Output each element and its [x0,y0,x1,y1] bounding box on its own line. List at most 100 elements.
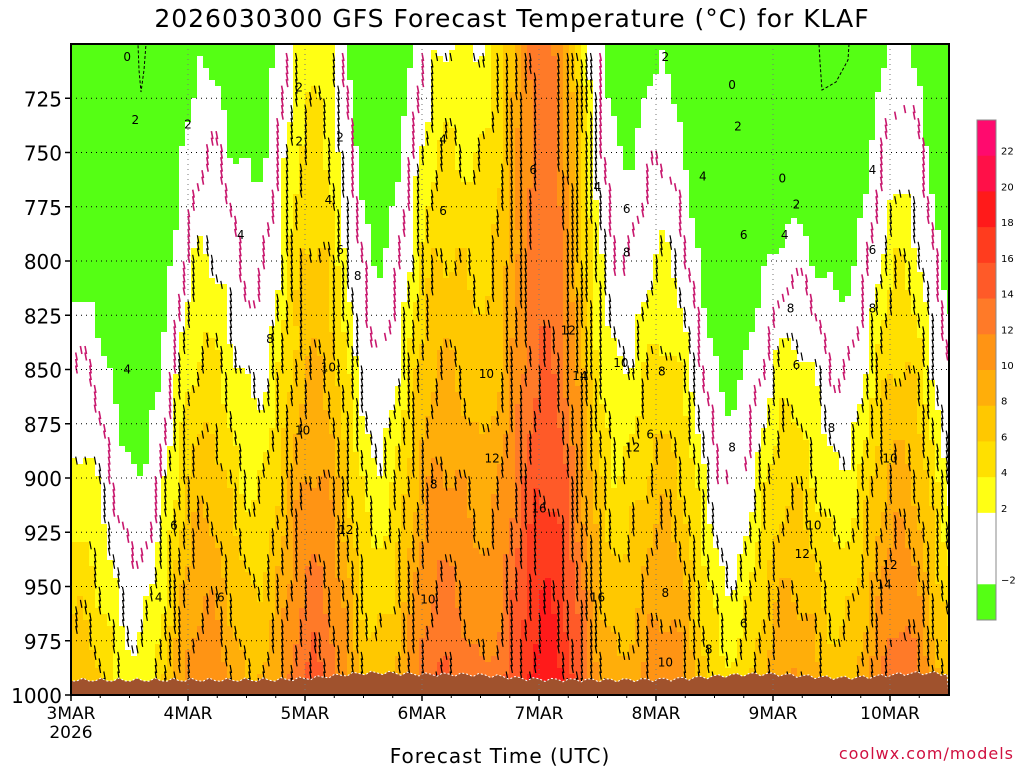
field-cell [233,656,240,663]
field-cell [215,434,222,441]
field-cell [329,452,336,459]
field-cell [167,158,174,165]
field-cell [227,656,234,663]
field-cell [179,368,186,375]
field-cell [233,86,240,93]
field-cell [329,620,336,627]
field-cell [227,452,234,459]
field-cell [125,104,132,111]
field-cell [239,584,246,591]
field-cell [95,332,102,339]
field-cell [155,512,162,519]
field-cell [227,398,234,405]
field-cell [191,374,198,381]
field-cell [167,218,174,225]
field-cell [83,164,90,171]
field-cell [323,308,330,315]
field-cell [71,320,78,327]
field-cell [239,650,246,657]
field-cell [329,92,336,99]
field-cell [227,356,234,363]
field-cell [263,506,270,513]
field-cell [323,56,330,63]
field-cell [329,638,336,645]
field-cell [101,518,108,525]
field-cell [107,152,114,159]
field-cell [263,134,270,141]
field-cell [191,626,198,633]
field-cell [215,620,222,627]
field-cell [143,332,150,339]
field-cell [83,596,90,603]
field-cell [293,230,300,237]
field-cell [269,488,276,495]
field-cell [107,272,114,279]
field-cell [71,242,78,249]
field-cell [245,122,252,129]
field-cell [215,206,222,213]
field-cell [203,158,210,165]
field-cell [203,434,210,441]
field-cell [281,536,288,543]
field-cell [269,386,276,393]
field-cell [335,80,342,87]
field-cell [197,332,204,339]
field-cell [143,476,150,483]
field-cell [299,260,306,267]
field-cell [299,128,306,135]
field-cell [71,572,78,579]
field-cell [95,626,102,633]
field-cell [245,530,252,537]
field-cell [215,62,222,69]
field-cell [263,170,270,177]
field-cell [281,452,288,459]
field-cell [269,56,276,63]
field-cell [161,266,168,273]
field-cell [317,200,324,207]
field-cell [239,212,246,219]
field-cell [215,542,222,549]
field-cell [341,434,348,441]
field-cell [83,248,90,255]
field-cell [131,284,138,291]
field-cell [119,518,126,525]
field-cell [239,458,246,465]
field-cell [251,128,258,135]
field-cell [167,284,174,291]
field-cell [161,536,168,543]
field-cell [275,566,282,573]
field-cell [221,266,228,273]
field-cell [173,218,180,225]
field-cell [287,56,294,63]
field-cell [305,674,312,681]
field-cell [77,500,84,507]
field-cell [179,110,186,117]
field-cell [287,614,294,621]
field-cell [239,326,246,333]
field-cell [131,626,138,633]
field-cell [341,536,348,543]
field-cell [311,554,318,561]
field-cell [251,134,258,141]
field-cell [329,248,336,255]
field-cell [341,572,348,579]
field-cell [269,140,276,147]
field-cell [113,68,120,75]
field-cell [317,458,324,465]
field-cell [113,122,120,129]
field-cell [317,374,324,381]
field-cell [251,422,258,429]
field-cell [167,518,174,525]
field-cell [191,530,198,537]
field-cell [299,242,306,249]
field-cell [155,398,162,405]
field-cell [335,284,342,291]
field-cell [83,638,90,645]
field-cell [221,68,228,75]
field-cell [239,350,246,357]
field-cell [101,524,108,531]
field-cell [77,116,84,123]
field-cell [203,320,210,327]
field-cell [317,110,324,117]
field-cell [323,50,330,57]
